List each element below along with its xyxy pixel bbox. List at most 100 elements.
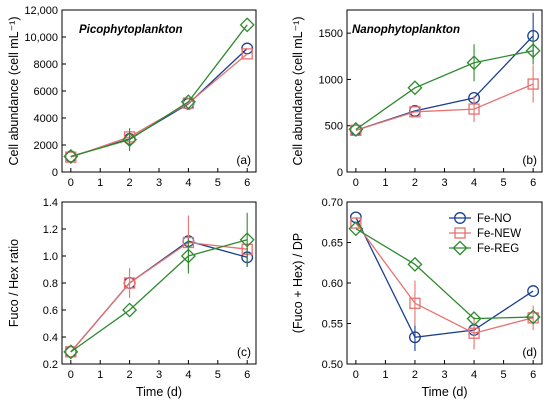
- y-tick-label: 1.4: [43, 197, 58, 209]
- y-tick-label: 1500: [319, 28, 343, 40]
- data-point: [65, 346, 77, 358]
- data-point: [409, 106, 421, 118]
- y-tick-label: 0.50: [322, 359, 343, 371]
- series-line: [355, 35, 534, 131]
- legend-item: Fe-REG: [449, 240, 519, 256]
- y-tick-label: 0.4: [43, 332, 58, 344]
- series-line: [70, 241, 248, 353]
- series-line: [70, 48, 248, 158]
- y-tick-label: 0.60: [322, 278, 343, 290]
- data-point: [468, 327, 480, 339]
- y-tick-label: 0.70: [322, 197, 343, 209]
- x-tick-label: 3: [441, 177, 447, 189]
- series-line: [70, 240, 248, 353]
- data-point: [525, 309, 541, 325]
- series-line: [70, 239, 248, 353]
- data-point: [349, 211, 362, 224]
- y-tick-label: 0.2: [43, 359, 58, 371]
- y-tick-label: 500: [325, 121, 343, 133]
- x-tick-label: 5: [501, 369, 507, 381]
- series-fe-reg: [348, 36, 541, 137]
- x-axis-title: Time (d): [136, 385, 182, 399]
- x-tick-label: 6: [244, 177, 250, 189]
- y-tick-label: 1.0: [43, 251, 58, 263]
- data-point: [409, 331, 421, 344]
- data-point: [180, 248, 196, 264]
- x-tick-label: 3: [156, 177, 162, 189]
- x-tick-label: 2: [127, 369, 133, 381]
- x-tick-label: 0: [353, 177, 359, 189]
- data-point: [527, 285, 540, 298]
- series-line: [355, 50, 534, 130]
- data-point: [65, 151, 77, 163]
- panel-tag: (c): [237, 345, 251, 359]
- panel-title: Picophytoplankton: [79, 24, 183, 36]
- series-fe-no: [64, 235, 254, 358]
- data-point: [525, 43, 541, 59]
- y-axis-title: Cell abundance (cell mL⁻¹): [7, 16, 21, 165]
- data-point: [348, 121, 364, 137]
- x-tick-label: 5: [215, 369, 221, 381]
- y-axis-title: Fuco / Hex ratio: [7, 239, 21, 327]
- y-axis-title: (Fuco + Hex) / DP: [291, 233, 305, 333]
- legend-marker: [452, 240, 468, 256]
- x-tick-label: 2: [412, 177, 418, 189]
- data-point: [122, 302, 138, 318]
- legend-item: Fe-NO: [449, 212, 512, 225]
- x-tick-label: 1: [97, 177, 103, 189]
- y-tick-label: 1.2: [43, 224, 58, 236]
- series-line: [70, 24, 248, 158]
- series-fe-no: [64, 42, 254, 163]
- x-tick-label: 0: [353, 369, 359, 381]
- x-tick-label: 4: [185, 177, 191, 189]
- data-point: [180, 94, 196, 110]
- legend: Fe-NO Fe-NEW Fe-REG: [449, 212, 521, 256]
- data-point: [468, 103, 480, 115]
- y-tick-label: 10,000: [24, 32, 58, 44]
- series-fe-reg: [63, 212, 255, 360]
- y-tick-label: 2000: [34, 140, 58, 152]
- x-tick-label: 3: [156, 369, 162, 381]
- data-point: [63, 344, 79, 360]
- x-tick-label: 2: [127, 177, 133, 189]
- series-fe-reg: [348, 221, 541, 327]
- x-tick-label: 1: [97, 369, 103, 381]
- data-point: [407, 80, 423, 96]
- x-tick-label: 1: [382, 369, 388, 381]
- x-tick-label: 0: [68, 369, 74, 381]
- x-tick-label: 0: [68, 177, 74, 189]
- panel-tag: (d): [522, 345, 537, 359]
- data-point: [409, 297, 421, 309]
- x-tick-label: 5: [215, 177, 221, 189]
- x-tick-label: 4: [471, 369, 477, 381]
- x-tick-label: 5: [501, 177, 507, 189]
- plot-frame: [346, 201, 543, 365]
- x-tick-label: 6: [244, 369, 250, 381]
- series-fe-new: [350, 65, 539, 136]
- series-line: [355, 222, 534, 334]
- panel-tag: (b): [522, 153, 537, 167]
- data-point: [350, 217, 362, 229]
- legend-marker: [454, 212, 466, 224]
- legend-item: Fe-NEW: [449, 227, 521, 240]
- y-tick-label: 0.8: [43, 278, 58, 290]
- data-point: [407, 256, 423, 272]
- panel-d: 0 1 2 3 4 5 6 0.50 0.55 0.60 0.65 0.70 (Fuco + Hex) …: [291, 197, 543, 399]
- panel-title: Nanophytoplankton: [352, 24, 460, 36]
- x-tick-label: 4: [185, 369, 191, 381]
- x-tick-label: 6: [530, 177, 536, 189]
- legend-label: Fe-NEW: [477, 228, 521, 240]
- y-tick-label: 8000: [34, 59, 58, 71]
- legend-label: Fe-REG: [477, 243, 519, 255]
- y-tick-label: 0.6: [43, 305, 58, 317]
- x-tick-label: 6: [530, 369, 536, 381]
- panel-b: 0 1 2 3 4 5 6 0 500 1000 1500 Cell abundance (cell …: [291, 9, 543, 189]
- series-fe-new: [65, 48, 253, 163]
- y-tick-label: 0.65: [322, 238, 343, 250]
- data-point: [122, 132, 138, 148]
- data-point: [348, 221, 364, 237]
- x-tick-label: 2: [412, 369, 418, 381]
- data-point: [239, 232, 255, 248]
- panel-tag: (a): [236, 153, 251, 167]
